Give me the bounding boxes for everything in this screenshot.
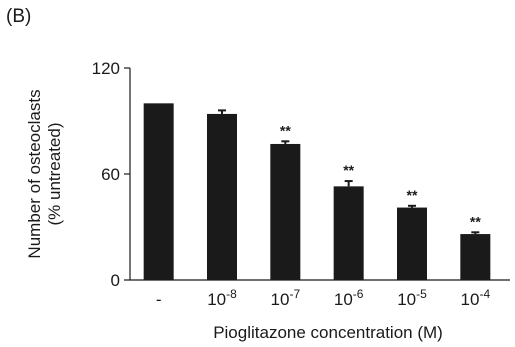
bar <box>460 234 491 280</box>
bar <box>143 103 174 280</box>
significance-label: ** <box>280 122 291 138</box>
x-axis-title: Pioglitazone concentration (M) <box>213 323 443 342</box>
bar <box>397 207 427 280</box>
x-tick-label: 10-4 <box>461 287 491 309</box>
bar <box>270 143 301 280</box>
x-tick-labels: - 10-8 10-7 10-6 10-5 10-4 <box>156 287 491 309</box>
significance-label: ** <box>343 162 354 178</box>
panel-label: (B) <box>6 6 32 27</box>
x-tick-label: 10-7 <box>271 287 301 309</box>
x-tick-label: 10-6 <box>334 287 364 309</box>
y-axis-title: Number of osteoclasts (% untreated) <box>25 89 64 258</box>
y-tick-label: 60 <box>101 165 120 184</box>
significance-label: ** <box>470 213 481 229</box>
x-tick-label: - <box>156 290 162 309</box>
bar <box>207 113 237 280</box>
significance-label: ** <box>407 187 418 203</box>
bar <box>333 186 364 280</box>
y-tick-label: 120 <box>92 59 120 78</box>
bars: ** ** ** ** <box>143 103 491 280</box>
y-axis-title-line: (% untreated) <box>45 123 64 226</box>
y-axis-title-line: Number of osteoclasts <box>25 89 44 258</box>
y-axis: 0 60 120 <box>92 59 131 290</box>
x-tick-label: 10-8 <box>207 287 237 309</box>
x-tick-label: 10-5 <box>397 287 427 309</box>
y-tick-label: 0 <box>111 271 120 290</box>
